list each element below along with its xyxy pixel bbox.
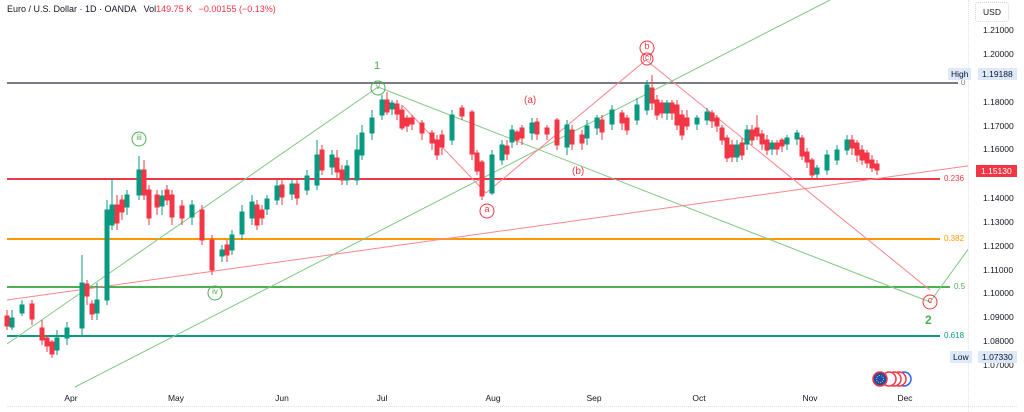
- price-tick: 1.13000: [983, 217, 1014, 227]
- volume-label: Vol: [143, 4, 157, 14]
- wave-c-label: c: [927, 295, 933, 305]
- low-label: Low: [950, 351, 972, 363]
- wave-b-paren-label: (b): [572, 166, 585, 177]
- wave-v-circle[interactable]: [370, 80, 386, 96]
- time-tick: Nov: [802, 393, 818, 403]
- fib-label-05: 0.5: [954, 282, 966, 291]
- wave-b-circle[interactable]: [639, 40, 655, 56]
- price-tick: 1.08000: [983, 336, 1014, 346]
- wave-c-paren-circle[interactable]: [640, 52, 654, 66]
- wave-2-label: 2: [925, 313, 932, 327]
- wave-a-circle[interactable]: [479, 203, 495, 219]
- price-tick: 1.18000: [983, 97, 1014, 107]
- low-value: 1.07330: [978, 351, 1017, 363]
- symbol-legend: Euro / U.S. Dollar · 1D · OANDA Vol149.7…: [7, 4, 276, 14]
- volume-value: 149.75 K: [156, 4, 193, 14]
- fib-label-0382: 0.382: [944, 234, 965, 243]
- time-tick: Oct: [692, 393, 706, 403]
- currency-button[interactable]: USD: [975, 2, 1009, 22]
- fib-label-0: 0: [961, 78, 966, 87]
- time-tick: Dec: [897, 393, 913, 403]
- price-tick: 1.12000: [983, 241, 1014, 251]
- high-value: 1.19188: [978, 68, 1017, 80]
- price-tick: 1.17000: [983, 121, 1014, 131]
- wave-c-paren-label: (c): [642, 53, 652, 62]
- time-tick: Jul: [376, 393, 388, 403]
- red-wave-a-line[interactable]: [402, 105, 487, 194]
- price-tick: 1.09000: [983, 312, 1014, 322]
- green-wave-line[interactable]: [377, 86, 931, 303]
- wave-c-circle[interactable]: [922, 294, 938, 310]
- price-tick: 1.11000: [983, 265, 1014, 275]
- time-tick: Apr: [64, 393, 78, 403]
- wave-iii-label: iii: [136, 133, 142, 142]
- price-tick: 1.14000: [983, 193, 1014, 203]
- price-tick: 1.16000: [983, 144, 1014, 154]
- red-wave-c-line[interactable]: [645, 59, 931, 291]
- time-tick: Aug: [485, 393, 501, 403]
- last-price-tag: 1.15130: [976, 165, 1017, 177]
- wave-b-label: b: [644, 41, 650, 51]
- time-tick: May: [167, 393, 185, 403]
- wave-a-paren-label: (a): [524, 95, 537, 106]
- green-wave-2-projection[interactable]: [929, 244, 968, 303]
- wave-labels: [131, 40, 938, 310]
- wave-1-label: 1: [374, 60, 381, 72]
- price-change: −0.00155 (−0.13%): [198, 4, 276, 14]
- time-tick: Sep: [586, 393, 602, 403]
- wave-iii-circle[interactable]: [131, 131, 147, 147]
- symbol-title[interactable]: Euro / U.S. Dollar · 1D · OANDA: [7, 4, 137, 14]
- wave-a-label: a: [484, 204, 490, 214]
- high-label: High: [948, 68, 972, 80]
- wave-iv-circle[interactable]: [207, 285, 223, 301]
- price-tick: 1.20000: [983, 49, 1014, 59]
- price-axis[interactable]: [968, 0, 1024, 412]
- fib-label-0618: 0.618: [944, 331, 965, 340]
- price-chart-canvas[interactable]: [0, 0, 968, 412]
- price-tick: 1.21000: [983, 25, 1014, 35]
- time-tick: Jun: [275, 393, 289, 403]
- candlesticks: [4, 75, 880, 358]
- price-tick: 1.07000: [983, 360, 1014, 370]
- chart-bottom-border: [7, 406, 1017, 407]
- green-channel-lower[interactable]: [74, 0, 831, 388]
- red-support-trendline[interactable]: [6, 160, 968, 301]
- wave-v-label: v: [376, 82, 380, 91]
- price-tick: 1.10000: [983, 288, 1014, 298]
- wave-iv-label: iv: [212, 287, 218, 296]
- fib-label-0236: 0.236: [944, 174, 965, 183]
- economic-events-icon[interactable]: [868, 371, 912, 387]
